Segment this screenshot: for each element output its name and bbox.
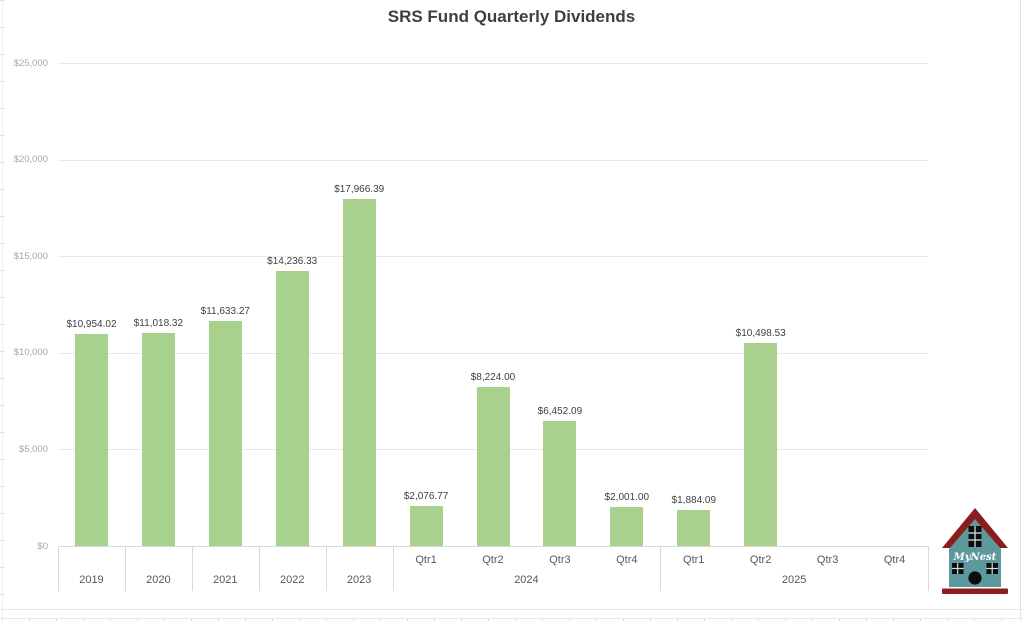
- year-group-label: 2024: [514, 574, 539, 586]
- gridline: [58, 546, 928, 547]
- quarter-tick-label: Qtr1: [415, 554, 437, 566]
- gridline: [58, 63, 928, 64]
- year-group-label: 2021: [213, 574, 238, 586]
- bar-value-label: $2,001.00: [604, 492, 650, 504]
- bar-value-label: $10,954.02: [66, 319, 117, 331]
- bar[interactable]: [208, 321, 242, 546]
- x-axis-separator: [392, 546, 394, 591]
- quarter-tick-label: Qtr3: [816, 554, 839, 566]
- sheet-grid-left-edge: [2, 0, 3, 621]
- year-group-label: 2022: [280, 574, 305, 586]
- bar-value-label: $8,224.00: [470, 372, 516, 384]
- quarter-tick-label: Qtr1: [683, 554, 705, 566]
- bar-value-label: $6,452.09: [537, 406, 583, 418]
- x-axis-separator: [660, 546, 662, 591]
- bar[interactable]: [476, 387, 510, 546]
- bar-value-label: $10,498.53: [735, 328, 786, 340]
- bar[interactable]: [141, 333, 175, 546]
- bar[interactable]: [75, 334, 108, 546]
- gridline: [58, 256, 928, 258]
- x-axis-separator: [258, 546, 260, 591]
- logo-attic-window-icon: [968, 526, 982, 547]
- logo-right-window-icon: [986, 563, 998, 574]
- chart-title: SRS Fund Quarterly Dividends: [387, 7, 636, 26]
- year-group-label: 2025: [781, 574, 807, 586]
- y-axis-tick-label: $20,000: [13, 154, 48, 166]
- bar[interactable]: [275, 271, 309, 546]
- bar[interactable]: [409, 505, 443, 546]
- quarter-tick-label: Qtr4: [883, 554, 906, 566]
- logo-entrance-hole: [968, 571, 982, 585]
- bar[interactable]: [677, 509, 711, 546]
- bar-value-label: $1,884.09: [671, 494, 717, 506]
- x-axis-separator: [124, 546, 126, 591]
- bar-value-label: $11,018.32: [133, 318, 184, 330]
- sheet-grid-right-edge: [1020, 0, 1021, 621]
- bar[interactable]: [342, 198, 376, 546]
- quarter-tick-label: Qtr3: [549, 554, 571, 566]
- gridline: [58, 352, 928, 354]
- bar[interactable]: [543, 421, 577, 546]
- quarter-tick-label: Qtr4: [616, 554, 638, 566]
- year-group-label: 2020: [146, 574, 171, 586]
- mynest-logo: MyNest: [942, 508, 1008, 594]
- bar[interactable]: [610, 507, 644, 546]
- y-axis-tick-label: $5,000: [18, 443, 48, 455]
- bar-value-label: $11,633.27: [200, 306, 250, 318]
- logo-left-window-icon: [952, 563, 964, 574]
- bar-value-label: $17,966.39: [334, 183, 385, 195]
- logo-text: MyNest: [953, 552, 997, 563]
- sheet-grid-bottom-ticks: [2, 618, 1023, 621]
- sheet-grid-bottom-edge: [0, 618, 1023, 619]
- quarter-tick-label: Qtr2: [749, 554, 772, 566]
- bar-value-label: $2,076.77: [403, 490, 449, 502]
- year-group-label: 2019: [79, 574, 104, 586]
- x-axis-separator: [58, 546, 59, 591]
- y-axis-tick-label: $25,000: [13, 57, 48, 69]
- bar-value-label: $14,236.33: [267, 256, 318, 267]
- y-axis-tick-label: $10,000: [13, 347, 48, 359]
- y-axis-tick-label: $15,000: [13, 250, 48, 262]
- x-axis-separator: [191, 546, 193, 591]
- bar[interactable]: [744, 343, 778, 546]
- gridline: [58, 159, 928, 161]
- quarter-tick-label: Qtr2: [482, 554, 504, 566]
- x-axis-separator: [928, 546, 929, 591]
- y-axis-tick-label: $0: [37, 540, 48, 552]
- year-group-label: 2023: [346, 574, 372, 586]
- logo-base: [942, 588, 1008, 594]
- chart-frame-bottom-edge: [0, 609, 1023, 610]
- x-axis-separator: [325, 546, 327, 591]
